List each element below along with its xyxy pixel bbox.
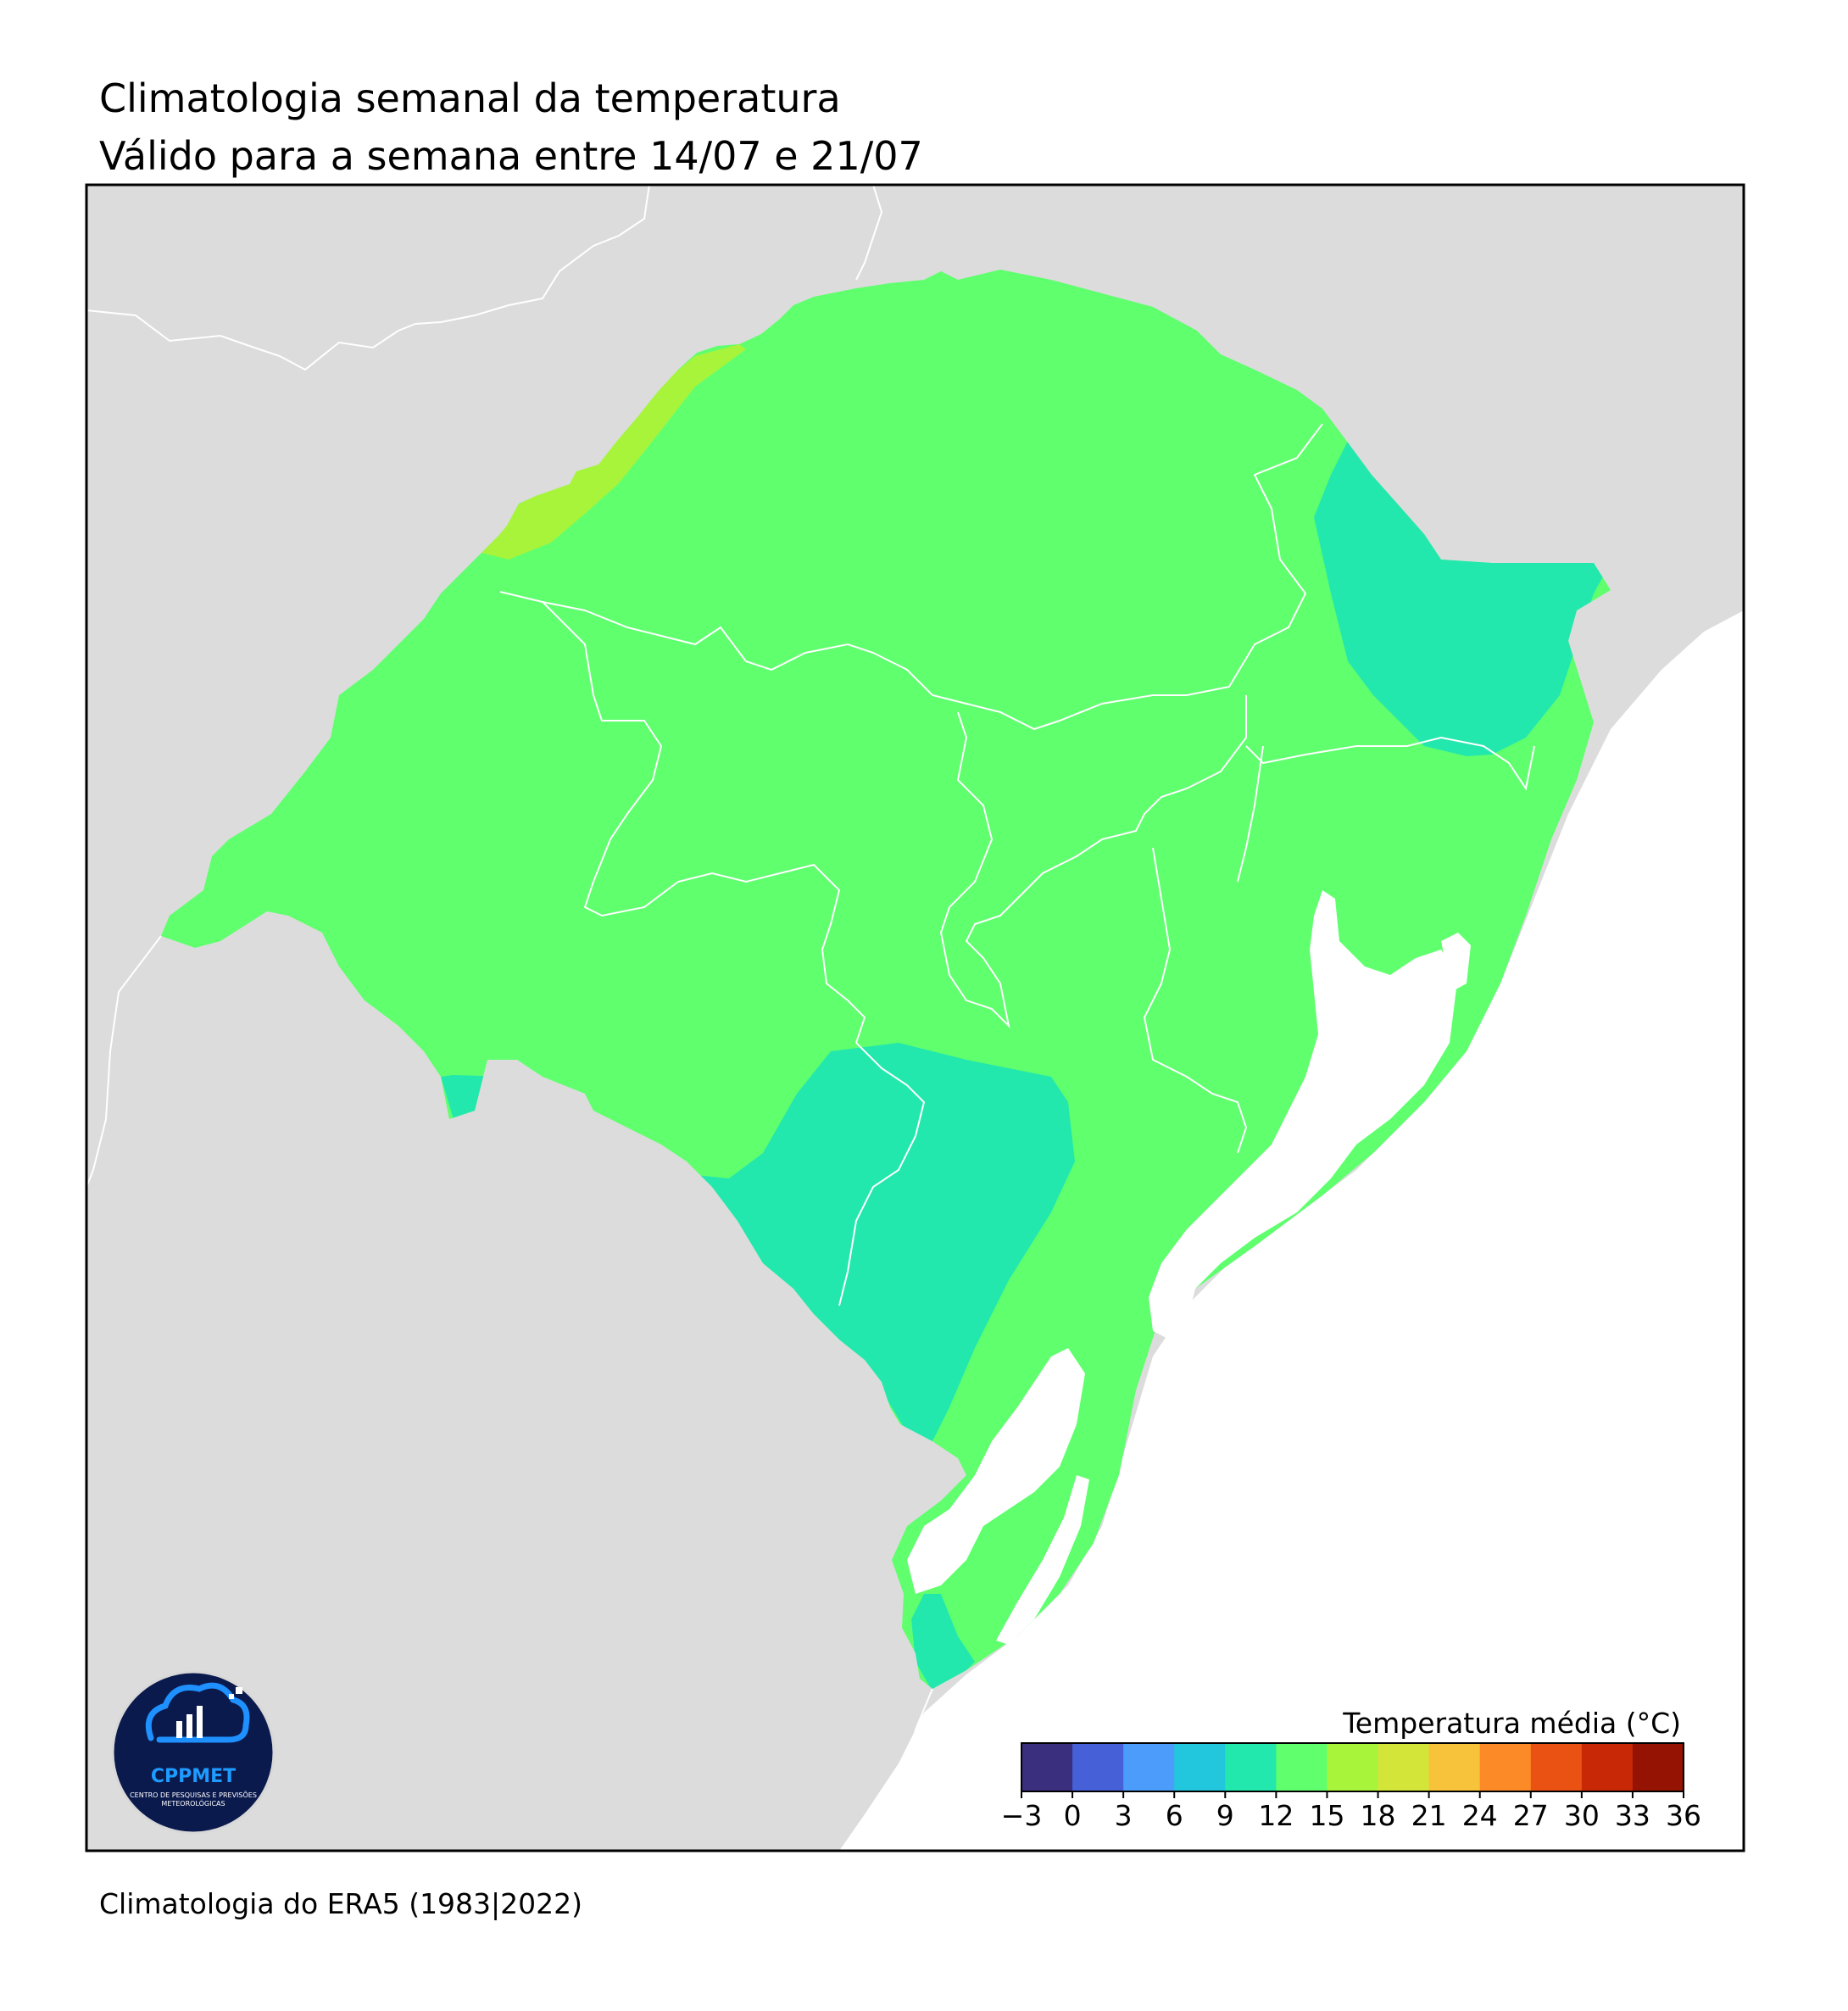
region-boundaries — [499, 423, 1535, 1306]
colorbar: Temperatura média (°C) −3 0 3 6 9 12 15 18 21 24 2… — [1001, 1707, 1701, 1832]
atlantic-ocean — [839, 610, 1744, 1851]
colorbar-tick-label: 12 — [1258, 1799, 1294, 1832]
colorbar-bin — [1479, 1743, 1532, 1791]
data-source-footer: Climatologia do ERA5 (1983|2022) — [99, 1887, 583, 1920]
colorbar-tick-label: 0 — [1064, 1799, 1082, 1832]
colorbar-ticks: −3 0 3 6 9 12 15 18 21 24 27 30 33 36 — [1001, 1791, 1701, 1832]
colorbar-tick-label: 18 — [1361, 1799, 1396, 1832]
lagoons — [907, 890, 1471, 1645]
colorbar-tick-label: 30 — [1564, 1799, 1600, 1832]
map-frame — [85, 183, 1745, 1852]
region-9-12c-southtip — [911, 1594, 975, 1689]
colorbar-bin — [1428, 1743, 1481, 1791]
colorbar-tick-label: 24 — [1462, 1799, 1498, 1832]
logo-tagline-2: METEOROLÓGICAS — [161, 1798, 225, 1808]
colorbar-bin — [1327, 1743, 1379, 1791]
colorbar-bin — [1581, 1743, 1634, 1791]
colorbar-bin — [1123, 1743, 1175, 1791]
colorbar-tick-label: 27 — [1513, 1799, 1549, 1832]
region-15-18c — [475, 344, 746, 560]
colorbar-bin — [1072, 1743, 1124, 1791]
colorbar-tick-label: 9 — [1216, 1799, 1234, 1832]
region-9-12c-northeast — [1314, 424, 1611, 756]
colorbar-bin — [1632, 1743, 1684, 1791]
colorbar-bins — [1021, 1743, 1684, 1791]
colorbar-bin — [1276, 1743, 1328, 1791]
colorbar-outline — [1021, 1742, 1684, 1792]
colorbar-title: Temperatura média (°C) — [1342, 1707, 1681, 1740]
logo-name: CPPMET — [151, 1766, 236, 1787]
cloud-chart-icon — [145, 1682, 250, 1743]
colorbar-bin — [1378, 1743, 1430, 1791]
map-subtitle: Válido para a semana entre 14/07 e 21/07 — [99, 133, 923, 179]
cppmet-logo: CPPMET CENTRO DE PESQUISAS E PREVISÕES M… — [111, 1670, 276, 1835]
logo-tagline-1: CENTRO DE PESQUISAS E PREVISÕES — [130, 1790, 257, 1799]
map-title: Climatologia semanal da temperatura — [99, 75, 841, 121]
colorbar-tick-label: 36 — [1666, 1799, 1701, 1832]
colorbar-bin — [1530, 1743, 1583, 1791]
colorbar-tick-label: 15 — [1309, 1799, 1344, 1832]
neighbor-borders — [86, 185, 933, 1824]
colorbar-bin — [1021, 1743, 1073, 1791]
colorbar-tick-label: 21 — [1411, 1799, 1447, 1832]
region-9-12c-south — [585, 1043, 1075, 1441]
colorbar-bin — [1225, 1743, 1277, 1791]
colorbar-tick-label: 6 — [1166, 1799, 1183, 1832]
colorbar-tick-label: 33 — [1615, 1799, 1650, 1832]
colorbar-tick-label: 3 — [1115, 1799, 1133, 1832]
colorbar-tick-label: −3 — [1001, 1799, 1043, 1832]
bar-chart-icon — [176, 1687, 242, 1738]
colorbar-bin — [1174, 1743, 1226, 1791]
